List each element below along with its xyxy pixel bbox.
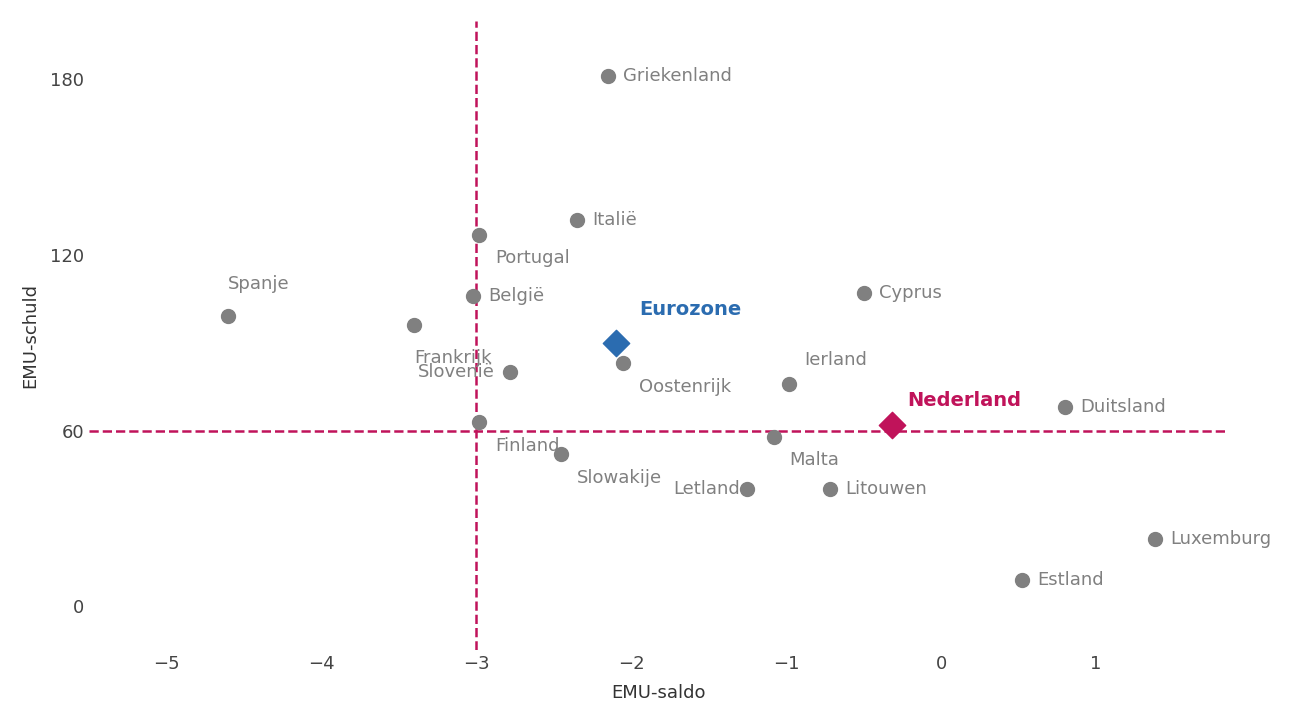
Point <box>462 290 483 301</box>
Point <box>218 311 239 322</box>
Text: Slowakije: Slowakije <box>577 469 662 487</box>
Text: Cyprus: Cyprus <box>879 284 942 302</box>
Text: België: België <box>488 287 544 305</box>
Point <box>1011 574 1031 586</box>
Point <box>500 367 521 378</box>
Text: Ierland: Ierland <box>805 351 868 369</box>
Text: Letland: Letland <box>673 480 739 498</box>
Text: Nederland: Nederland <box>907 391 1021 410</box>
Point <box>820 484 840 495</box>
Point <box>779 378 800 390</box>
Text: Griekenland: Griekenland <box>624 67 733 85</box>
Point <box>598 71 618 82</box>
Point <box>605 337 626 348</box>
Text: Finland: Finland <box>495 437 560 455</box>
Text: Spanje: Spanje <box>229 275 290 293</box>
Point <box>737 484 757 495</box>
Point <box>566 214 587 226</box>
Text: Duitsland: Duitsland <box>1081 398 1167 416</box>
X-axis label: EMU-saldo: EMU-saldo <box>611 684 705 702</box>
Text: Eurozone: Eurozone <box>639 301 742 320</box>
Text: Estland: Estland <box>1037 571 1104 589</box>
Point <box>853 287 874 299</box>
Point <box>1144 533 1165 544</box>
Text: Italië: Italië <box>592 211 638 229</box>
Text: Litouwen: Litouwen <box>846 480 926 498</box>
Text: Slovenië: Slovenië <box>418 363 495 381</box>
Text: Portugal: Portugal <box>495 249 570 268</box>
Text: Luxemburg: Luxemburg <box>1170 530 1272 548</box>
Point <box>404 320 425 331</box>
Point <box>551 448 572 460</box>
Text: Oostenrijk: Oostenrijk <box>639 378 731 396</box>
Point <box>469 416 490 427</box>
Y-axis label: EMU-schuld: EMU-schuld <box>21 283 39 388</box>
Point <box>613 358 634 369</box>
Point <box>881 419 902 431</box>
Text: Malta: Malta <box>790 451 839 469</box>
Text: Frankrijk: Frankrijk <box>414 348 492 367</box>
Point <box>1055 401 1076 413</box>
Point <box>469 228 490 240</box>
Point <box>764 431 785 442</box>
